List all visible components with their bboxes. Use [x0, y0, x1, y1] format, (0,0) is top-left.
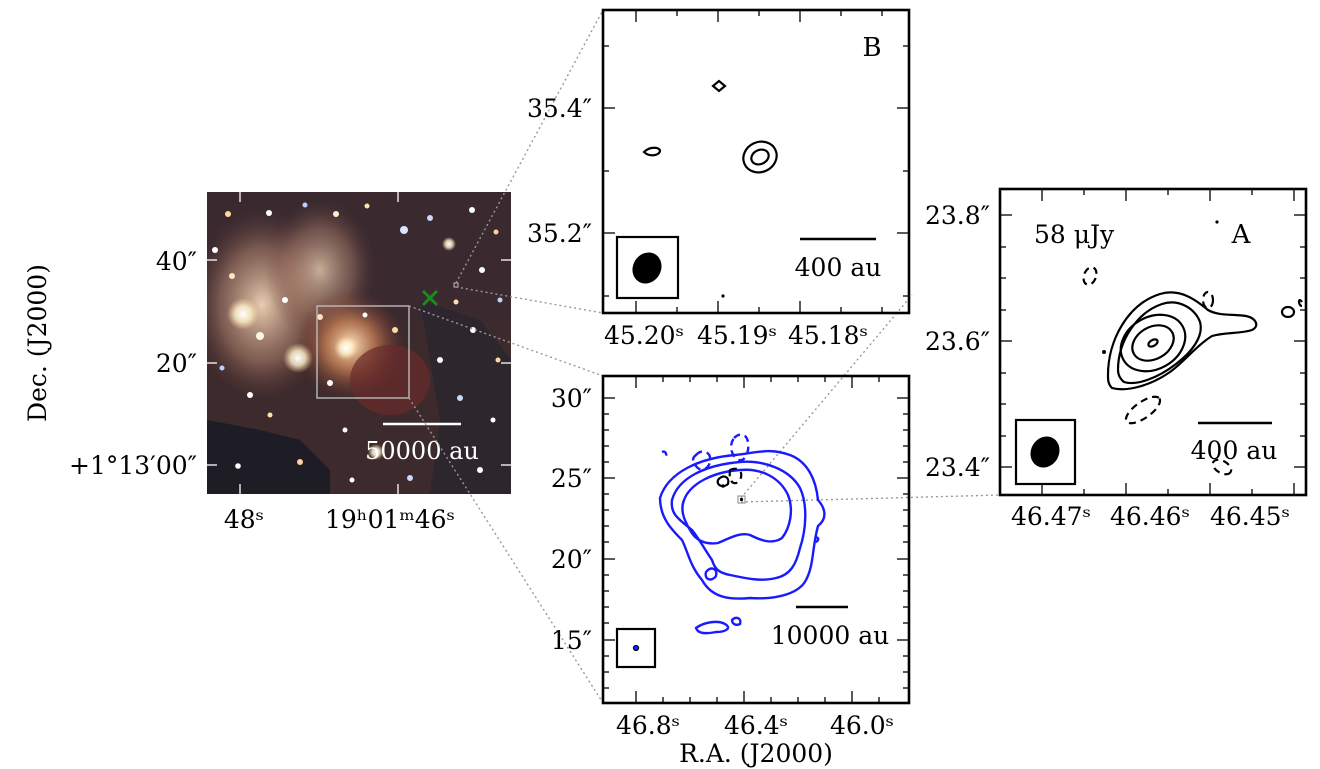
- stars: [212, 202, 503, 483]
- x-axis-label: R.A. (J2000): [679, 739, 833, 768]
- panel-middle-xtick-2: 46.4ˢ: [724, 711, 788, 740]
- panel-b-ytick-2: 35.2″: [527, 219, 592, 248]
- image-ticks: [207, 192, 511, 494]
- panel-b-contours: [642, 79, 778, 298]
- panel-b-frame: [601, 8, 911, 315]
- panel-b-beam-box: [615, 235, 680, 300]
- panel-a-xtick-3: 46.45ˢ: [1210, 502, 1290, 531]
- zoom-box-a: [737, 495, 746, 504]
- image-scalebar-label: 50000 au: [365, 437, 479, 465]
- infrared-image: [207, 192, 511, 494]
- panel-b-label: B: [862, 33, 881, 63]
- image-xtick-2: 19ʰ01ᵐ46ˢ: [325, 505, 455, 534]
- y-axis-label: Dec. (J2000): [23, 264, 52, 422]
- panel-b-xtick-1: 45.20ˢ: [604, 321, 684, 350]
- panel-a-ytick-2: 23.6″: [925, 327, 990, 356]
- panel-a-scalebar-label: 400 au: [1191, 436, 1278, 465]
- zoom-box-large: [316, 305, 410, 399]
- panel-a-flux: 58 μJy: [1034, 220, 1115, 249]
- panel-middle-beam: [632, 644, 640, 652]
- panel-a-ticks: [1000, 189, 1306, 495]
- panel-middle-ytick-1: 30″: [551, 384, 592, 413]
- panel-a-beam-box: [1014, 418, 1077, 486]
- panel-middle-xtick-3: 46.0ˢ: [830, 711, 894, 740]
- image-ytick-1: 40″: [156, 247, 197, 276]
- panel-a-ytick-1: 23.8″: [925, 201, 990, 230]
- panel-middle-blue-contours: [658, 433, 826, 635]
- panel-a-contours: [1082, 220, 1303, 476]
- panel-middle-ytick-4: 15″: [551, 626, 592, 655]
- panel-b: B 400 au 35.4″ 35.2″ 45.20ˢ 45.19ˢ 45.18…: [527, 8, 911, 350]
- image-xtick-1: 48ˢ: [224, 505, 264, 534]
- color-image-panel: 50000 au 40″ 20″ +1°13′00″ 48ˢ 19ʰ01ᵐ46ˢ: [69, 192, 511, 534]
- panel-a: 58 μJy A 400 au 23.8″ 23.6″ 23.4″ 46.47ˢ…: [925, 187, 1308, 531]
- panel-middle-ytick-3: 20″: [551, 545, 592, 574]
- panel-b-xtick-2: 45.19ˢ: [697, 321, 777, 350]
- panel-middle-beam-box: [615, 627, 657, 669]
- panel-b-beam: [632, 252, 662, 284]
- panel-b-xtick-3: 45.18ˢ: [788, 321, 868, 350]
- panel-a-frame: [998, 187, 1308, 497]
- panel-b-scalebar-label: 400 au: [795, 253, 882, 282]
- panel-a-label: A: [1231, 220, 1252, 250]
- panel-middle: 10000 au 30″ 25″ 20″ 15″ 46.8ˢ 46.4ˢ 46.…: [551, 374, 911, 740]
- image-ytick-2: 20″: [156, 349, 197, 378]
- panel-b-ytick-1: 35.4″: [527, 94, 592, 123]
- panel-a-ytick-3: 23.4″: [925, 453, 990, 482]
- zoom-connectors: [408, 9, 1001, 704]
- panel-middle-frame: [601, 374, 911, 705]
- panel-a-beam: [1030, 436, 1060, 468]
- panel-b-ticks: [603, 10, 909, 313]
- panel-middle-xtick-1: 46.8ˢ: [616, 711, 680, 740]
- panel-middle-black-contours: [716, 467, 743, 488]
- panel-middle-ytick-2: 25″: [551, 464, 592, 493]
- panel-middle-ticks: [603, 376, 909, 703]
- panel-a-xtick-1: 46.47ˢ: [1011, 502, 1091, 531]
- panel-middle-scalebar-label: 10000 au: [771, 621, 889, 650]
- image-ytick-3: +1°13′00″: [69, 451, 197, 480]
- source-marker-x: [421, 289, 439, 307]
- panel-a-xtick-2: 46.46ˢ: [1110, 502, 1190, 531]
